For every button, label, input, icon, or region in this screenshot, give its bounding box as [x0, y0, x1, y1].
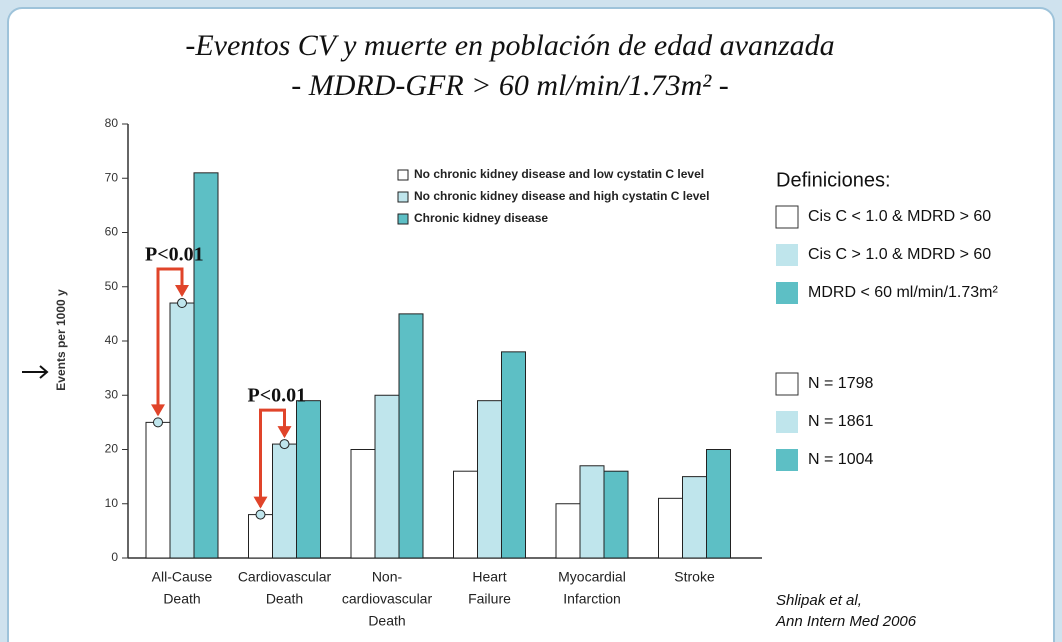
x-tick-label: Non- — [372, 569, 403, 585]
source: Ann Intern Med 2006 — [775, 613, 917, 630]
y-tick-label: 40 — [105, 333, 119, 347]
definition: Cis C > 1.0 & MDRD > 60 — [808, 246, 991, 263]
side-swatch — [775, 205, 799, 229]
side-swatch — [776, 411, 798, 433]
arrow-head — [175, 285, 189, 298]
y-axis-label: Events per 1000 y — [54, 289, 68, 391]
definition: Cis C < 1.0 & MDRD > 60 — [808, 208, 991, 225]
x-tick-label: Death — [266, 591, 303, 607]
count: N = 1004 — [808, 451, 873, 468]
significance-arrow — [156, 267, 184, 415]
bar — [706, 449, 731, 559]
y-tick-label: 10 — [105, 496, 119, 510]
bar — [374, 394, 400, 559]
side-swatch — [776, 282, 798, 304]
bar — [398, 313, 424, 559]
definition: MDRD < 60 ml/min/1.73m² — [808, 284, 998, 301]
bar — [169, 302, 195, 559]
x-tick-label: Cardiovascular — [238, 569, 332, 585]
x-tick-label: Failure — [468, 591, 511, 607]
x-tick-label: Stroke — [674, 569, 715, 585]
arrow-head — [253, 496, 268, 509]
legend-swatch — [397, 169, 409, 181]
x-tick-label: Death — [163, 591, 200, 607]
y-tick-label: 0 — [111, 550, 118, 564]
p-value: P<0.01 — [248, 385, 307, 407]
bar — [272, 443, 297, 559]
y-tick-label: 60 — [105, 225, 119, 239]
side-swatch — [776, 244, 798, 266]
value-marker — [255, 509, 266, 520]
value-marker — [153, 417, 163, 428]
arrow-head — [151, 404, 165, 417]
count: N = 1798 — [808, 375, 873, 392]
bar — [453, 470, 478, 559]
bar — [501, 351, 526, 559]
pointer-arrow — [22, 365, 49, 379]
legend-label: Chronic kidney disease — [414, 211, 548, 225]
x-tick-label: All-Cause — [152, 569, 213, 585]
title-line: -Eventos CV y muerte en población de eda… — [185, 29, 834, 62]
bar — [248, 514, 273, 559]
count: N = 1861 — [808, 413, 873, 430]
y-tick-label: 80 — [105, 116, 119, 130]
bar — [145, 421, 171, 559]
side-swatch — [775, 372, 799, 396]
y-tick-label: 30 — [105, 387, 119, 401]
legend-swatch — [397, 213, 409, 225]
bar — [603, 470, 629, 559]
y-tick-label: 20 — [105, 442, 119, 456]
side-swatch — [776, 449, 798, 471]
source: Shlipak et al, — [776, 592, 862, 609]
y-tick-label: 50 — [105, 279, 119, 293]
bar — [658, 497, 683, 559]
bar — [555, 503, 581, 559]
value-marker — [279, 439, 290, 450]
bar — [350, 449, 376, 559]
bar — [682, 476, 707, 559]
bar — [477, 400, 502, 559]
p-value: P<0.01 — [145, 244, 204, 266]
x-tick-label: Heart — [472, 569, 506, 585]
legend-swatch — [397, 191, 409, 203]
x-tick-label: Myocardial — [558, 569, 626, 585]
arrow-head — [277, 426, 292, 439]
x-tick-label: Death — [368, 613, 405, 629]
bar — [193, 172, 219, 559]
definitions-title: Definiciones: — [776, 169, 891, 191]
legend-label: No chronic kidney disease and low cystat… — [414, 167, 704, 181]
title-line: - MDRD-GFR > 60 ml/min/1.73m² - — [291, 69, 729, 102]
panel — [7, 7, 1055, 642]
value-marker — [177, 298, 187, 309]
significance-arrow — [259, 408, 286, 507]
x-tick-label: Infarction — [563, 591, 621, 607]
legend-label: No chronic kidney disease and high cysta… — [414, 189, 709, 203]
bar — [579, 465, 605, 559]
x-tick-label: cardiovascular — [342, 591, 433, 607]
bar — [296, 400, 321, 559]
y-tick-label: 70 — [105, 170, 119, 184]
